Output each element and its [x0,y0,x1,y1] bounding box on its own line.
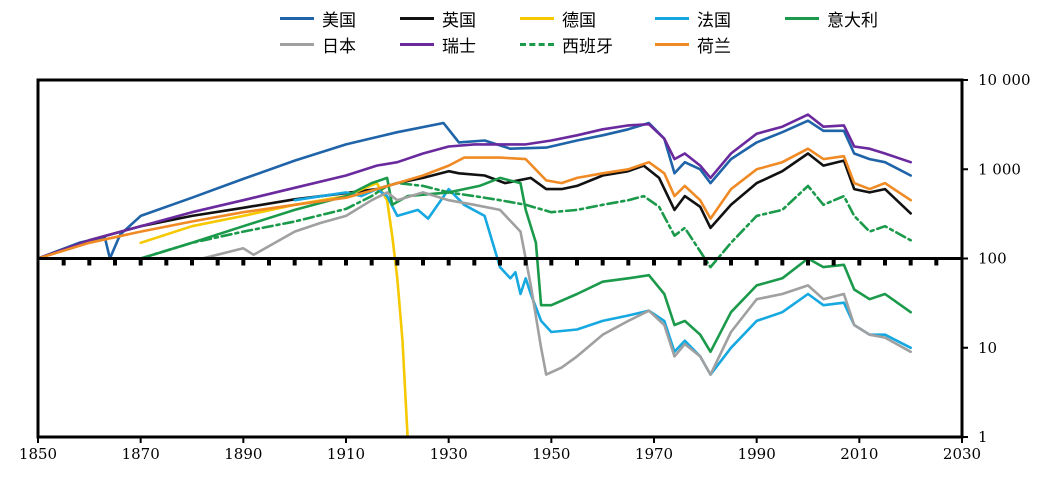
legend-label: 德国 [562,10,596,31]
legend-label: 法国 [697,10,731,31]
x-tick-label-1890: 1890 [224,445,262,463]
y-tick-label-1000: 1 000 [978,160,1021,178]
x-tick-label-2010: 2010 [840,445,878,463]
series-line-8 [36,147,913,260]
y-tick-label-1: 1 [978,428,988,446]
legend-label: 意大利 [827,10,878,31]
legend-label: 日本 [322,36,356,57]
x-tick-label-2030: 2030 [943,445,981,463]
legend-label: 西班牙 [562,36,613,57]
series-layer [36,113,913,439]
series-line-5 [201,191,913,376]
series-line-0 [36,119,913,260]
legend-item-8: 荷兰 [655,32,731,57]
legend-swatch [785,16,819,20]
legend-item-0: 美国 [280,6,356,31]
legend-swatch [280,42,314,46]
legend-item-3: 法国 [655,6,731,31]
x-tick-label-1850: 1850 [19,445,57,463]
x-tick-label-1930: 1930 [430,445,468,463]
legend: 美国 英国 德国 法国 意大利日本 瑞士 西班牙 荷兰 [270,6,890,66]
legend-item-6: 瑞士 [400,32,476,57]
x-tick-label-1970: 1970 [635,445,673,463]
legend-item-1: 英国 [400,6,476,31]
frame-layer [36,78,964,439]
legend-swatch [400,42,434,46]
legend-swatch [655,16,689,20]
legend-label: 英国 [442,10,476,31]
legend-label: 美国 [322,10,356,31]
x-tick-label-1870: 1870 [122,445,160,463]
legend-swatch [400,16,434,20]
series-line-6 [36,113,913,260]
legend-swatch [520,16,554,20]
x-tick-label-1990: 1990 [738,445,776,463]
x-tick-label-1910: 1910 [327,445,365,463]
y-tick-label-100: 100 [978,250,1007,268]
legend-label: 荷兰 [697,36,731,57]
legend-swatch [655,42,689,46]
legend-item-5: 日本 [280,32,356,57]
legend-swatch [520,42,554,46]
series-line-7 [139,181,913,269]
series-line-2 [139,181,409,439]
legend-item-4: 意大利 [785,6,878,31]
legend-label: 瑞士 [442,36,476,57]
series-line-3 [293,187,913,376]
legend-swatch [280,16,314,20]
axis-layer: 1850 1870 1890 1910 1930 1950 1970 1990 2010 2030… [19,71,1031,463]
y-tick-label-10: 10 [978,339,997,357]
y-tick-label-10000: 10 000 [978,71,1031,89]
x-tick-label-1950: 1950 [532,445,570,463]
legend-item-7: 西班牙 [520,32,613,57]
legend-item-2: 德国 [520,6,596,31]
